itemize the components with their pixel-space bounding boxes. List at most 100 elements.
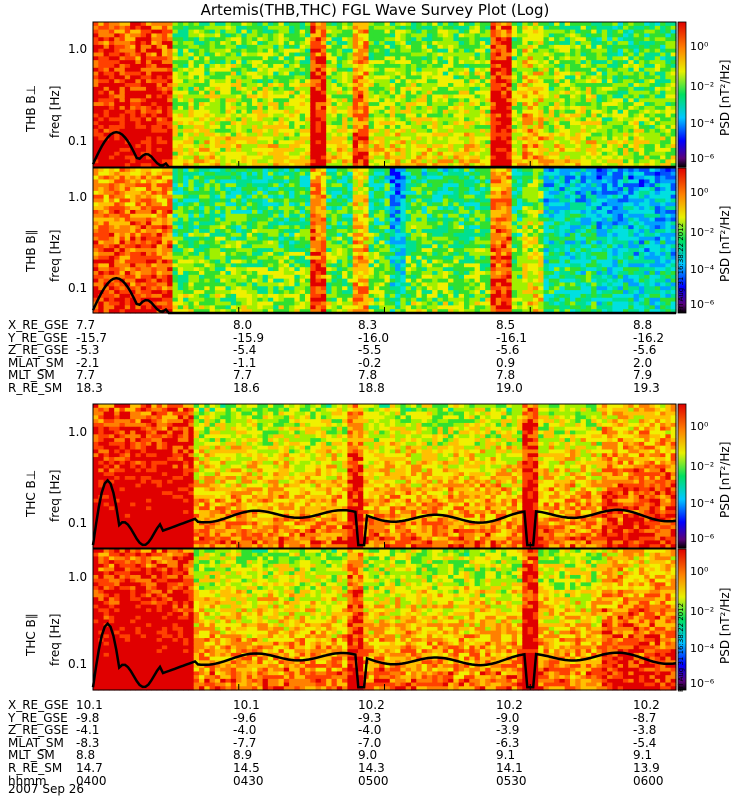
ephem-value: -15.7 bbox=[76, 330, 108, 345]
ephem-value: 0530 bbox=[496, 773, 527, 788]
ephem-value: -9.0 bbox=[496, 710, 520, 725]
ytick-label: 0.1 bbox=[68, 281, 88, 295]
ephem-value: -5.3 bbox=[76, 343, 100, 358]
date-label: 2007 Sep 26 bbox=[8, 782, 85, 796]
ephem-value: 7.8 bbox=[496, 368, 516, 383]
ephem-row-name: MLAT_SM bbox=[8, 735, 64, 750]
ephem-value: 18.3 bbox=[76, 381, 103, 395]
ephem-value: 7.7 bbox=[233, 368, 253, 383]
ephem-value: 19.3 bbox=[633, 381, 660, 395]
ephem-value: 7.8 bbox=[358, 368, 378, 383]
colorbar-tick: 10⁻² bbox=[690, 460, 715, 473]
ephem-value: -16.2 bbox=[633, 330, 665, 345]
ytick-label: 1.0 bbox=[68, 425, 88, 439]
colorbar bbox=[677, 167, 687, 314]
ephem-value: 18.6 bbox=[233, 381, 260, 395]
ylabel-thb-perp: freq [Hz] bbox=[48, 85, 62, 138]
ephem-row-name: hhmm bbox=[8, 773, 47, 788]
ephem-value: 2.0 bbox=[633, 355, 653, 370]
ephem-value: 14.7 bbox=[76, 761, 103, 775]
ephem-value: 8.8 bbox=[633, 318, 653, 332]
ephem-value: -6.3 bbox=[496, 735, 520, 750]
ephem-value: -9.8 bbox=[76, 710, 100, 725]
spectrogram-panel bbox=[91, 21, 677, 169]
ephem-value: 7.7 bbox=[76, 368, 96, 383]
ephem-value: 10.2 bbox=[358, 698, 385, 712]
ytick-label: 1.0 bbox=[68, 570, 88, 584]
colorbar-tick: 10⁰ bbox=[690, 186, 709, 199]
ephem-value: -0.2 bbox=[358, 355, 382, 370]
ephemeris-table-thc: X_RE_GSE 10.1 10.1 10.2 10.2 10.2 Y_RE_GSE -9.8… bbox=[8, 698, 698, 788]
colorbar-tick: 10⁻⁶ bbox=[690, 152, 715, 165]
colorbar-label: PSD [nT²/Hz] bbox=[718, 59, 732, 136]
cyclotron-frequency-line bbox=[91, 478, 677, 547]
ephem-value: 0500 bbox=[358, 773, 389, 788]
ephem-row-name: X_RE_GSE bbox=[8, 318, 69, 332]
ephem-value: -5.4 bbox=[633, 735, 657, 750]
ephem-value: -5.5 bbox=[358, 343, 382, 358]
ephem-value: 0.9 bbox=[496, 355, 516, 370]
ephem-value: 8.3 bbox=[358, 318, 378, 332]
ephemeris-table-thb: X_RE_GSE 7.7 8.0 8.3 8.5 8.8 Y_RE_GSE -15.7 -15.… bbox=[8, 318, 698, 408]
ephem-value: 14.1 bbox=[496, 761, 523, 775]
ephem-value: -8.3 bbox=[76, 735, 100, 750]
ephem-value: -1.1 bbox=[233, 355, 257, 370]
ephem-value: -3.9 bbox=[496, 723, 520, 738]
colorbar-tick: 10⁻⁴ bbox=[690, 263, 715, 276]
ephem-value: 0430 bbox=[233, 773, 264, 788]
ephem-value: -4.0 bbox=[358, 723, 382, 738]
colorbar-tick: 10⁻⁴ bbox=[690, 497, 715, 510]
ephem-value: -4.1 bbox=[76, 723, 100, 738]
ytick-label: 1.0 bbox=[68, 190, 88, 204]
ephem-row-name: MLAT_SM bbox=[8, 355, 64, 370]
colorbar-tick: 10⁻⁶ bbox=[690, 532, 715, 545]
plot-title: Artemis(THB,THC) FGL Wave Survey Plot (L… bbox=[200, 1, 550, 19]
ephem-value: 7.9 bbox=[633, 368, 653, 383]
ytick-label: 1.0 bbox=[68, 42, 88, 56]
ephem-value: -3.8 bbox=[633, 723, 657, 738]
ephem-row-name: R_RE_SM bbox=[8, 761, 63, 775]
ephem-value: -9.6 bbox=[233, 710, 257, 725]
ephem-value: 7.7 bbox=[76, 318, 96, 332]
ephem-value: 0600 bbox=[633, 773, 664, 788]
colorbar bbox=[677, 548, 687, 691]
ephem-value: 0400 bbox=[76, 773, 107, 788]
colorbar-tick: 10⁻⁶ bbox=[690, 298, 715, 311]
panel-label-thc-perp: THC B⊥ bbox=[24, 469, 38, 517]
ephem-value: 9.0 bbox=[358, 748, 378, 763]
ephem-value: 8.8 bbox=[76, 748, 96, 763]
colorbar-tick: 10⁻² bbox=[690, 80, 715, 93]
ephem-row-name: Z_RE_GSE bbox=[8, 723, 69, 738]
ylabel-thc-perp: freq [Hz] bbox=[48, 469, 62, 522]
colorbar bbox=[677, 403, 687, 549]
colorbar-tick: 10⁰ bbox=[690, 40, 709, 53]
ephem-value: -5.4 bbox=[233, 343, 257, 358]
ephem-value: -5.6 bbox=[496, 343, 520, 358]
ytick-label: 0.1 bbox=[68, 516, 88, 530]
ephem-value: -2.1 bbox=[76, 355, 100, 370]
colorbar-tick: 10⁰ bbox=[690, 420, 709, 433]
ephem-value: -8.7 bbox=[633, 710, 657, 725]
ytick-label: 0.1 bbox=[68, 134, 88, 148]
colorbar-tick: 10⁻⁴ bbox=[690, 642, 715, 655]
timestamp-stamp: Fri Aug 31 16:38:22 2012 bbox=[677, 602, 685, 692]
ytick-label: 0.1 bbox=[68, 657, 88, 671]
ephem-value: 10.2 bbox=[496, 698, 523, 712]
ephem-value: 9.1 bbox=[496, 748, 516, 763]
spectrogram-panel bbox=[91, 548, 677, 691]
cyclotron-frequency-line bbox=[91, 621, 677, 689]
ephem-value: 10.1 bbox=[76, 698, 103, 712]
ephem-row-name: Y_RE_GSE bbox=[8, 330, 68, 345]
colorbar-label: PSD [nT²/Hz] bbox=[718, 441, 732, 518]
ephem-value: 14.5 bbox=[233, 761, 260, 775]
ephem-value: 13.9 bbox=[633, 761, 660, 775]
ephem-value: -15.9 bbox=[233, 330, 265, 345]
colorbar-tick: 10⁰ bbox=[690, 565, 709, 578]
ephem-value: 10.1 bbox=[233, 698, 260, 712]
ephem-row-name: MLT_SM bbox=[8, 368, 55, 383]
ephem-row-name: MLT_SM bbox=[8, 748, 55, 763]
ephem-value: 9.1 bbox=[633, 748, 653, 763]
ephem-row-name: Y_RE_GSE bbox=[8, 710, 68, 725]
ephem-value: 10.2 bbox=[633, 698, 660, 712]
